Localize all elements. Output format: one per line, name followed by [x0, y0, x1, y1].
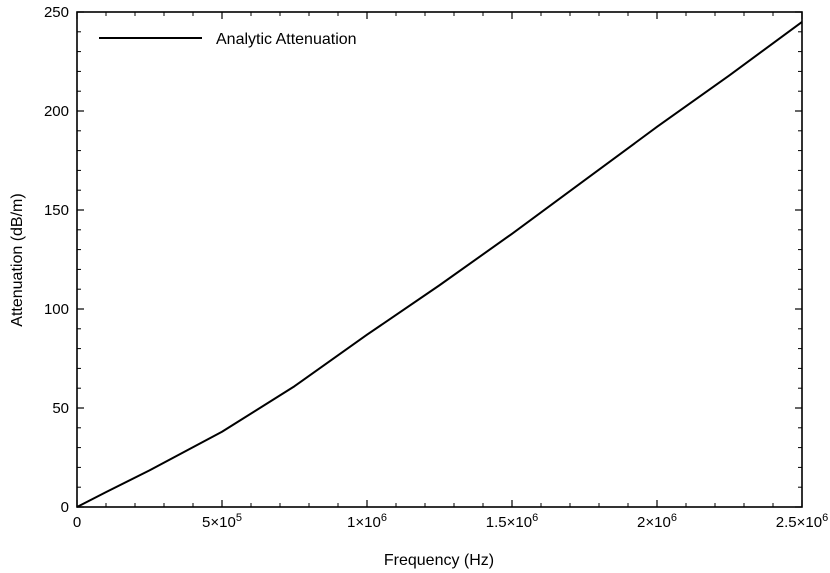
y-axis-label: Attenuation (dB/m) [9, 193, 26, 326]
plot-frame [76, 11, 803, 508]
legend-entry: Analytic Attenuation [216, 31, 357, 48]
y-tick-label: 200 [44, 103, 69, 120]
y-tick-label: 100 [44, 301, 69, 318]
y-tick-label: 250 [44, 4, 69, 21]
y-tick-label: 150 [44, 202, 69, 219]
x-tick-label: 2×106 [637, 512, 677, 531]
y-tick-label: 0 [61, 499, 69, 516]
series-line [76, 21, 803, 508]
x-tick-label: 1.5×106 [486, 512, 538, 531]
x-tick-label: 5×105 [202, 512, 242, 531]
x-tick-label: 1×106 [347, 512, 387, 531]
x-tick-label: 0 [73, 514, 81, 531]
x-axis-label: Frequency (Hz) [384, 552, 494, 569]
y-tick-label: 50 [52, 400, 69, 417]
x-tick-label: 2.5×106 [776, 512, 828, 531]
